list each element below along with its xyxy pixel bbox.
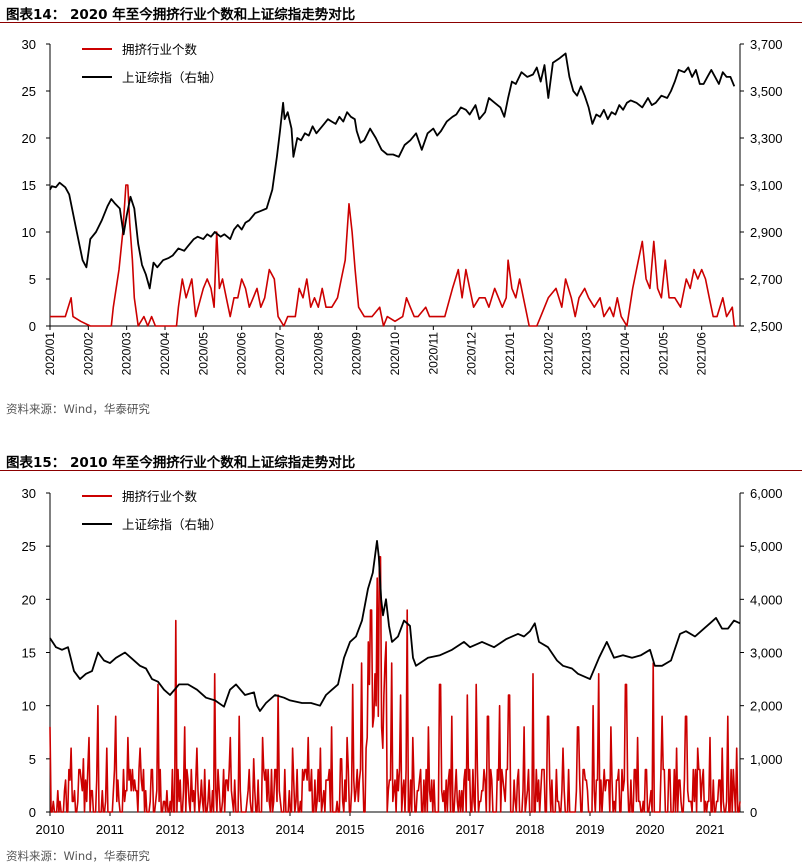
- x-tick-label: 2011: [96, 822, 124, 837]
- right-tick-label: 2,700: [750, 272, 783, 287]
- left-tick-label: 0: [29, 805, 36, 820]
- x-tick-label: 2021/02: [541, 332, 555, 376]
- x-tick-label: 2020/11: [426, 332, 440, 375]
- right-tick-label: 3,000: [750, 646, 783, 661]
- x-tick-label: 2020/02: [81, 332, 95, 376]
- crowded-industries-line: [50, 184, 737, 327]
- right-tick-label: 4,000: [750, 592, 783, 607]
- figure-14-chart: 0 5 10 15 20 25 30 2,500 2,700 2,900 3,100 3,300 3,5…: [22, 37, 783, 376]
- figure-14-title-rule: [0, 22, 802, 23]
- right-tick-label: 0: [750, 805, 757, 820]
- left-tick-label: 5: [29, 272, 36, 287]
- sse-composite-line: [49, 52, 736, 290]
- left-tick-label: 0: [29, 319, 36, 334]
- right-tick-label: 3,500: [750, 84, 783, 99]
- left-tick-label: 25: [22, 539, 36, 554]
- left-tick-label: 25: [22, 84, 36, 99]
- right-tick-label: 2,500: [750, 319, 783, 334]
- x-tick-label: 2020/07: [273, 332, 287, 376]
- right-tick-label: 5,000: [750, 539, 783, 554]
- x-tick-label: 2020/03: [120, 332, 134, 376]
- x-tick-label: 2021/03: [580, 332, 594, 376]
- x-tick-label: 2016: [396, 822, 425, 837]
- x-tick-label: 2020/08: [311, 332, 325, 376]
- x-tick-label: 2017: [456, 822, 485, 837]
- legend-label-crowded: 拥挤行业个数: [122, 489, 198, 504]
- legend-label-crowded: 拥挤行业个数: [122, 42, 198, 57]
- x-tick-label: 2010: [36, 822, 65, 837]
- figure-15-source: 资料来源：Wind，华泰研究: [6, 849, 150, 863]
- sse-composite-line: [49, 540, 741, 712]
- right-tick-label: 3,300: [750, 131, 783, 146]
- left-tick-label: 30: [22, 37, 36, 52]
- left-tick-label: 15: [22, 178, 36, 193]
- x-tick-label: 2020/10: [388, 332, 402, 376]
- left-tick-label: 20: [22, 592, 36, 607]
- x-tick-label: 2020/04: [158, 332, 172, 376]
- x-tick-label: 2015: [336, 822, 365, 837]
- left-tick-label: 10: [22, 225, 36, 240]
- crowded-industries-line: [49, 556, 741, 813]
- x-tick-label: 2020: [636, 822, 665, 837]
- x-tick-label: 2019: [576, 822, 605, 837]
- left-tick-label: 10: [22, 699, 36, 714]
- right-tick-label: 3,700: [750, 37, 783, 52]
- x-tick-label: 2014: [276, 822, 305, 837]
- x-tick-label: 2020/05: [196, 332, 210, 376]
- right-tick-label: 2,900: [750, 225, 783, 240]
- x-tick-label: 2018: [516, 822, 545, 837]
- left-tick-label: 30: [22, 486, 36, 501]
- figure-15-title-rule: [0, 470, 802, 471]
- right-tick-label: 6,000: [750, 486, 783, 501]
- x-tick-label: 2020/06: [235, 332, 249, 376]
- x-tick-label: 2021/01: [503, 332, 517, 376]
- x-tick-label: 2021/05: [656, 332, 670, 376]
- right-tick-label: 3,100: [750, 178, 783, 193]
- x-tick-label: 2013: [216, 822, 245, 837]
- figure-15-chart: 0 5 10 15 20 25 30 0 1,000 2,000 3,000 4,000 5,000 6,…: [22, 486, 783, 837]
- left-tick-label: 5: [29, 752, 36, 767]
- x-tick-label: 2021/06: [695, 332, 709, 376]
- figure-15-title: 图表15： 2010 年至今拥挤行业个数和上证综指走势对比: [6, 455, 356, 471]
- x-tick-label: 2020/01: [43, 332, 57, 376]
- right-tick-label: 2,000: [750, 699, 783, 714]
- legend-label-sse: 上证综指（右轴）: [122, 517, 222, 532]
- left-tick-label: 15: [22, 646, 36, 661]
- x-tick-label: 2021/04: [618, 332, 632, 376]
- x-tick-label: 2021: [696, 822, 725, 837]
- right-tick-label: 1,000: [750, 752, 783, 767]
- legend-label-sse: 上证综指（右轴）: [122, 70, 222, 85]
- figure-14-title: 图表14： 2020 年至今拥挤行业个数和上证综指走势对比: [6, 7, 356, 23]
- left-tick-label: 20: [22, 131, 36, 146]
- x-tick-label: 2020/09: [350, 332, 364, 376]
- x-tick-label: 2012: [156, 822, 185, 837]
- figure-14-source: 资料来源：Wind，华泰研究: [6, 402, 150, 416]
- x-tick-label: 2020/12: [465, 332, 479, 376]
